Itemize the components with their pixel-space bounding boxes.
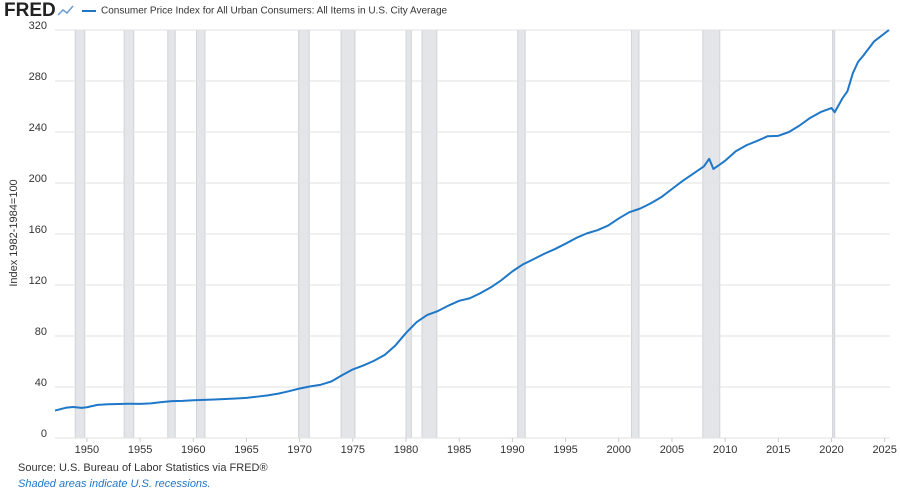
x-tick-label: 1985 [447, 444, 471, 456]
y-tick-label: 40 [35, 377, 47, 389]
legend-label: Consumer Price Index for All Urban Consu… [101, 6, 448, 17]
y-axis-label: Index 1982-1984=100 [8, 179, 20, 286]
x-tick-label: 1950 [75, 444, 99, 456]
x-tick-label: 1980 [394, 444, 418, 456]
recession-note: Shaded areas indicate U.S. recessions. [18, 478, 211, 490]
y-tick-label: 120 [29, 275, 47, 287]
y-tick-label: 200 [29, 173, 47, 185]
y-tick-label: 160 [29, 224, 47, 236]
x-tick-label: 2000 [607, 444, 631, 456]
x-tick-label: 2020 [819, 444, 843, 456]
logo: FRED [4, 0, 56, 21]
x-tick-label: 1960 [181, 444, 205, 456]
x-tick-label: 1990 [500, 444, 524, 456]
source: Source: U.S. Bureau of Labor Statistics … [18, 462, 268, 474]
x-tick-label: 1965 [234, 444, 258, 456]
logo-icon [57, 5, 74, 16]
y-tick-label: 240 [29, 122, 47, 134]
y-tick-label: 280 [29, 71, 47, 83]
x-tick-label: 1970 [287, 444, 311, 456]
x-tick-label: 2005 [660, 444, 684, 456]
y-tick-label: 80 [35, 326, 47, 338]
x-tick-label: 2010 [713, 444, 737, 456]
y-tick-label: 320 [29, 20, 47, 32]
y-tick-label: 0 [41, 428, 47, 440]
x-tick-label: 1995 [553, 444, 577, 456]
x-tick-label: 2025 [872, 444, 896, 456]
x-tick-label: 1955 [128, 444, 152, 456]
series-line [54, 29, 890, 412]
x-tick-label: 2015 [766, 444, 790, 456]
x-tick-label: 1975 [341, 444, 365, 456]
